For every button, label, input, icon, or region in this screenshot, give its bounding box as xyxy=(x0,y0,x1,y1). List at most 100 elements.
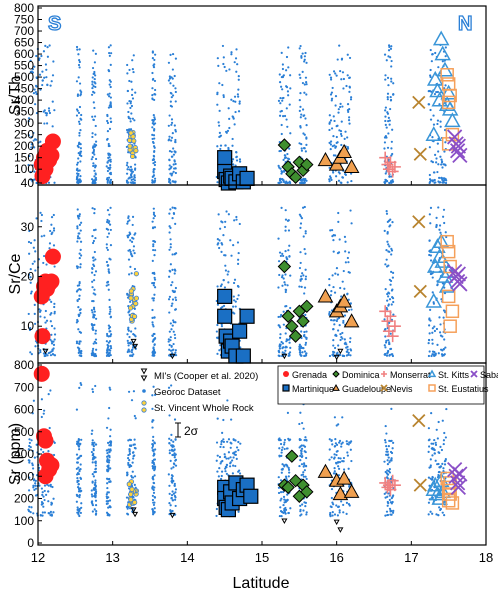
georoc-point xyxy=(28,459,31,462)
georoc-point xyxy=(169,322,172,325)
georoc-point xyxy=(285,118,288,121)
georoc-point xyxy=(231,472,235,475)
georoc-point xyxy=(280,181,283,184)
georoc-point xyxy=(94,352,97,356)
georoc-point xyxy=(130,80,133,83)
georoc-point xyxy=(168,212,171,215)
georoc-point xyxy=(151,158,154,162)
georoc-point xyxy=(284,506,287,510)
georoc-point xyxy=(77,483,80,486)
georoc-point xyxy=(443,463,447,466)
georoc-point xyxy=(50,223,53,226)
georoc-point xyxy=(300,149,304,152)
georoc-point xyxy=(332,115,335,118)
georoc-point xyxy=(167,298,171,301)
georoc-point xyxy=(172,153,176,156)
georoc-point xyxy=(34,482,37,485)
point-guadeloupe xyxy=(343,158,360,173)
georoc-point xyxy=(437,180,440,183)
georoc-point xyxy=(129,106,132,110)
georoc-point xyxy=(236,93,239,96)
georoc-point xyxy=(33,312,36,316)
georoc-point xyxy=(133,483,136,486)
georoc-point xyxy=(130,330,133,333)
georoc-point xyxy=(173,333,176,336)
georoc-point xyxy=(168,492,171,495)
georoc-point xyxy=(106,455,109,458)
georoc-point xyxy=(151,281,154,285)
georoc-point xyxy=(287,466,290,470)
georoc-point xyxy=(29,292,33,295)
st-vincent-whole-rock-point xyxy=(128,288,134,294)
georoc-point xyxy=(339,353,342,357)
georoc-point xyxy=(344,240,347,243)
georoc-point xyxy=(232,456,235,459)
georoc-point xyxy=(345,501,349,504)
georoc-point xyxy=(388,353,391,357)
georoc-point xyxy=(234,439,237,442)
georoc-point xyxy=(129,239,132,242)
y-tick-label: 800 xyxy=(14,1,34,15)
georoc-point xyxy=(438,470,441,474)
georoc-point xyxy=(77,217,80,220)
georoc-point xyxy=(299,514,302,517)
georoc-point xyxy=(107,500,110,503)
georoc-point xyxy=(238,100,241,103)
mi-point xyxy=(333,519,340,526)
georoc-point xyxy=(169,263,172,266)
georoc-point xyxy=(93,81,96,84)
georoc-point xyxy=(169,104,172,107)
georoc-point xyxy=(300,55,303,58)
georoc-point xyxy=(389,47,393,50)
georoc-point xyxy=(78,134,81,137)
georoc-point xyxy=(106,491,109,494)
georoc-point xyxy=(168,75,171,78)
georoc-point xyxy=(224,470,227,473)
georoc-point xyxy=(429,458,432,461)
georoc-point xyxy=(389,56,392,59)
georoc-point xyxy=(43,76,46,79)
georoc-point xyxy=(432,114,435,117)
georoc-point xyxy=(169,226,172,229)
georoc-point xyxy=(151,122,154,125)
georoc-point xyxy=(109,347,113,350)
georoc-point xyxy=(216,352,219,355)
georoc-point xyxy=(215,459,218,462)
georoc-point xyxy=(427,445,431,448)
georoc-point xyxy=(91,207,94,210)
georoc-point xyxy=(49,84,52,87)
georoc-point xyxy=(442,181,446,184)
georoc-point xyxy=(108,312,111,316)
georoc-point xyxy=(227,270,230,273)
georoc-point xyxy=(172,466,175,469)
georoc-point xyxy=(133,414,136,418)
georoc-point xyxy=(126,339,129,342)
georoc-point xyxy=(285,477,288,480)
georoc-point xyxy=(152,325,155,328)
georoc-point xyxy=(108,327,111,330)
legend-label: Monserrat xyxy=(390,370,431,380)
georoc-point xyxy=(215,330,218,333)
georoc-point xyxy=(77,53,80,56)
georoc-point xyxy=(109,435,112,438)
georoc-point xyxy=(31,449,34,453)
georoc-point xyxy=(40,219,43,223)
georoc-point xyxy=(222,445,225,449)
georoc-point xyxy=(281,446,284,449)
georoc-point xyxy=(234,305,237,308)
georoc-point xyxy=(435,161,438,164)
georoc-point xyxy=(299,508,302,511)
y-tick-label: 40 xyxy=(21,176,35,190)
georoc-point xyxy=(439,507,443,511)
georoc-point xyxy=(346,256,349,260)
georoc-point xyxy=(304,313,307,317)
point-saba xyxy=(449,475,466,491)
georoc-point xyxy=(302,509,305,512)
georoc-point xyxy=(130,399,134,402)
georoc-point xyxy=(91,495,94,498)
point-dominica xyxy=(285,449,299,463)
georoc-point xyxy=(384,263,387,266)
georoc-point xyxy=(28,438,31,441)
georoc-point xyxy=(339,105,342,109)
georoc-point xyxy=(328,178,331,181)
